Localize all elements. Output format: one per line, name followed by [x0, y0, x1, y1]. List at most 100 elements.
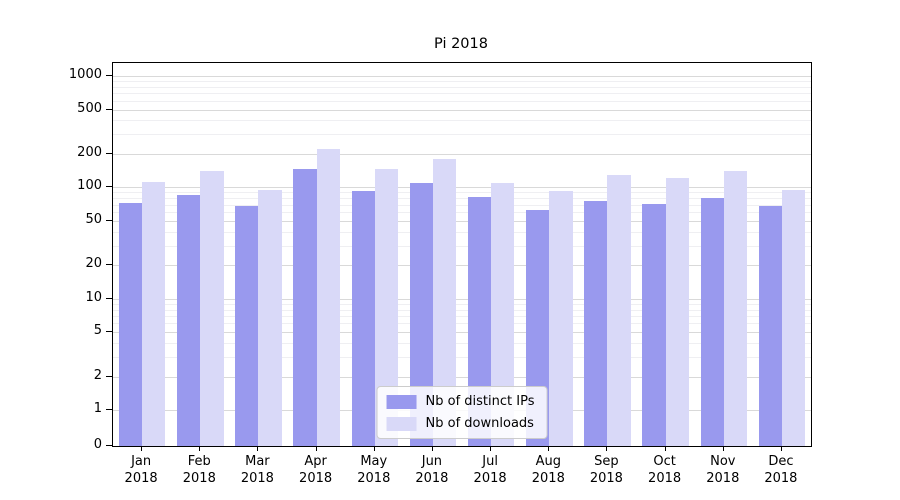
x-tick-mark: [431, 447, 433, 451]
x-tick-year: 2018: [240, 471, 274, 486]
x-tick-month: Jan: [131, 454, 152, 469]
x-tick-label: Jun 2018: [402, 453, 462, 487]
x-tick-year: 2018: [531, 471, 565, 486]
minor-gridline: [113, 134, 811, 136]
major-gridline: [113, 187, 811, 189]
y-tick-mark: [106, 409, 112, 410]
bar-distinct-ips-feb: [177, 195, 201, 446]
major-gridline: [113, 332, 811, 334]
x-tick-year: 2018: [473, 471, 507, 486]
legend-entry-downloads: Nb of downloads: [386, 416, 535, 431]
x-tick-mark: [490, 447, 492, 451]
minor-gridline: [113, 212, 811, 213]
y-tick-label: 20: [85, 256, 102, 272]
x-tick-year: 2018: [299, 471, 333, 486]
bar-downloads-nov: [723, 171, 748, 446]
bar-distinct-ips-oct: [642, 203, 666, 446]
bar-downloads-jun: [432, 158, 457, 446]
y-tick-mark: [106, 297, 112, 299]
x-tick-month: Dec: [768, 454, 794, 469]
x-tick-month: Feb: [187, 454, 211, 469]
minor-gridline: [113, 231, 811, 233]
bar-downloads-mar: [258, 189, 282, 446]
legend-entry-distinct-ips: Nb of distinct IPs: [386, 394, 534, 409]
bar-distinct-ips-may: [351, 191, 375, 446]
bar-downloads-aug: [549, 191, 573, 446]
bar-downloads-feb: [200, 171, 224, 446]
y-tick-label: 5: [93, 323, 102, 339]
x-tick-month: Sep: [594, 454, 619, 469]
minor-gridline: [113, 204, 811, 206]
y-tick-mark: [106, 264, 112, 266]
y-tick-mark: [106, 219, 112, 221]
bar-downloads-may: [374, 169, 399, 446]
minor-gridline: [113, 198, 811, 200]
y-tick-label: 200: [77, 144, 102, 160]
x-tick-month: Jun: [421, 454, 443, 469]
bar-distinct-ips-nov: [700, 198, 724, 446]
minor-gridline: [113, 315, 811, 317]
x-tick-mark: [780, 447, 782, 451]
x-tick-label: Nov 2018: [693, 453, 753, 487]
x-tick-label: Apr 2018: [286, 453, 346, 487]
x-tick-year: 2018: [764, 471, 798, 486]
major-gridline: [113, 220, 811, 222]
x-tick-label: Dec 2018: [751, 453, 811, 487]
bar-distinct-ips-jul: [467, 196, 492, 446]
minor-gridline: [113, 303, 811, 305]
x-tick-mark: [141, 447, 143, 451]
bar-distinct-ips-mar: [235, 206, 259, 446]
plot-area: Nb of distinct IPs Nb of downloads: [112, 62, 812, 447]
y-tick-mark: [106, 375, 112, 377]
x-tick-mark: [257, 447, 259, 451]
y-tick-mark: [106, 108, 112, 110]
bar-downloads-oct: [665, 177, 689, 446]
major-gridline: [113, 298, 811, 300]
minor-gridline: [113, 356, 811, 358]
x-tick-label: Aug 2018: [518, 453, 578, 487]
x-tick-label: Jan 2018: [111, 453, 171, 487]
bar-distinct-ips-sep: [584, 201, 608, 446]
minor-gridline: [113, 120, 811, 122]
y-tick-mark: [106, 331, 112, 333]
minor-gridline: [113, 309, 811, 311]
legend: Nb of distinct IPs Nb of downloads: [376, 386, 548, 439]
x-tick-year: 2018: [124, 471, 158, 486]
x-tick-year: 2018: [706, 471, 740, 486]
major-gridline: [113, 109, 811, 111]
x-tick-month: Mar: [245, 454, 270, 469]
bar-downloads-dec: [781, 189, 806, 446]
minor-gridline: [113, 192, 811, 194]
bar-downloads-jul: [491, 182, 515, 446]
x-tick-mark: [315, 447, 317, 451]
x-tick-mark: [722, 447, 724, 451]
x-tick-month: May: [360, 454, 388, 469]
x-tick-label: Jul 2018: [460, 453, 520, 487]
y-tick-mark: [106, 445, 112, 446]
x-tick-mark: [199, 447, 201, 451]
x-tick-month: Nov: [710, 454, 736, 469]
bar-downloads-sep: [607, 174, 631, 446]
minor-gridline: [113, 86, 811, 88]
y-tick-mark: [106, 75, 112, 76]
major-gridline: [113, 76, 811, 77]
x-tick-month: Apr: [304, 454, 327, 469]
minor-gridline: [113, 81, 811, 83]
x-tick-year: 2018: [182, 471, 216, 486]
x-tick-label: Mar 2018: [227, 453, 287, 487]
y-tick-mark: [106, 152, 112, 154]
x-tick-month: Jul: [482, 454, 498, 469]
y-tick-label: 1000: [68, 67, 102, 82]
bar-distinct-ips-jun: [409, 182, 433, 446]
x-tick-label: Oct 2018: [635, 453, 695, 487]
bar-distinct-ips-jan: [118, 203, 143, 446]
minor-gridline: [113, 343, 811, 344]
minor-gridline: [113, 93, 811, 95]
y-tick-mark: [106, 186, 112, 188]
chart-title: Pi 2018: [434, 36, 488, 52]
x-tick-year: 2018: [415, 471, 449, 486]
y-tick-label: 500: [77, 100, 102, 116]
bar-distinct-ips-apr: [293, 169, 317, 446]
legend-label-downloads: Nb of downloads: [425, 416, 534, 431]
